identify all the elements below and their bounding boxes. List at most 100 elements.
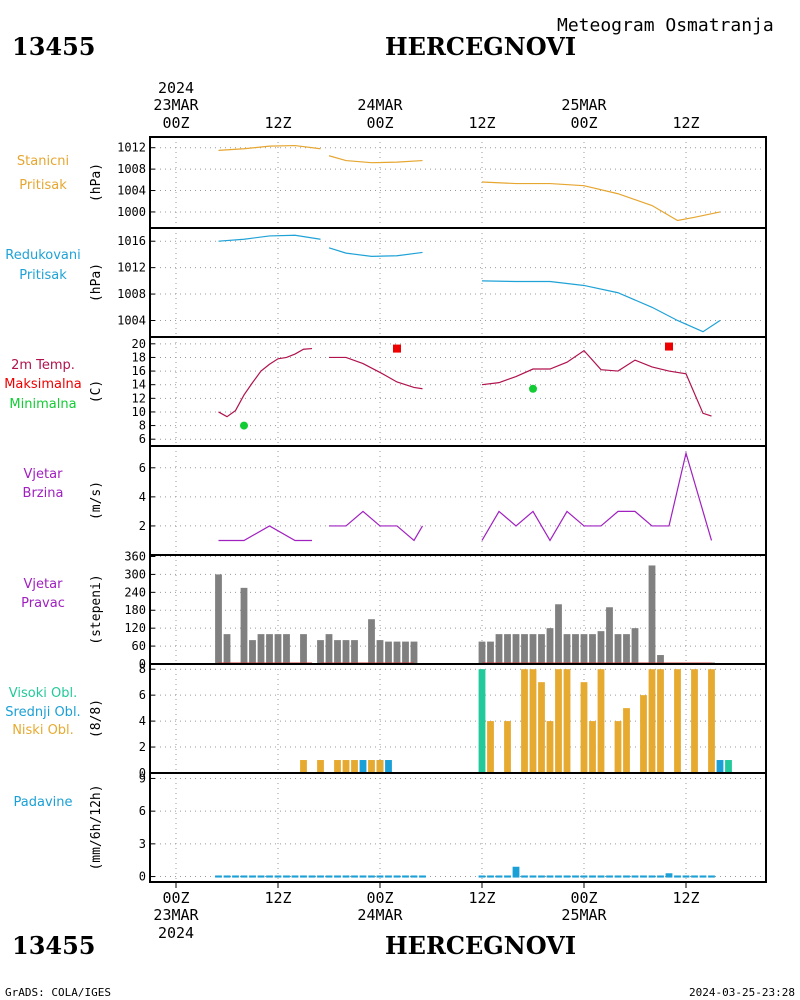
bar — [283, 634, 290, 664]
product-title: Meteogram Osmatranja — [557, 15, 774, 36]
panel-clouds: 0 2 4 6 8 (8/8) Visoki Obl. Srednji Obl. Niski O… — [5, 662, 767, 780]
plot-area — [150, 446, 766, 555]
xtick-label: 12Z — [672, 114, 699, 132]
bar — [529, 875, 537, 878]
bar — [385, 875, 392, 878]
ytick-label: 0 — [139, 766, 146, 780]
bar — [342, 640, 350, 664]
bar — [623, 708, 630, 773]
bar — [393, 641, 401, 664]
bar — [580, 682, 588, 773]
bar — [504, 634, 511, 664]
bar — [300, 634, 307, 664]
bar — [572, 875, 579, 878]
bar — [648, 565, 656, 664]
ytick-label: 0 — [139, 657, 146, 671]
ytick-label: 1004 — [117, 313, 146, 327]
bar — [317, 760, 324, 773]
bar — [665, 873, 673, 878]
bar — [691, 669, 698, 773]
year-label: 2024 — [158, 924, 194, 942]
bar — [555, 669, 562, 773]
xtick-label: 12Z — [672, 889, 699, 907]
date-label: 23MAR — [153, 906, 199, 924]
bar — [368, 619, 375, 664]
xtick-label: 00Z — [162, 889, 189, 907]
ytick-label: 1008 — [117, 162, 146, 176]
y-axis-label: (m/s) — [89, 481, 104, 520]
bar — [257, 875, 265, 878]
bar — [614, 721, 622, 773]
bar — [555, 875, 562, 878]
bar — [580, 875, 588, 878]
y-axis-label: (hPa) — [89, 163, 104, 202]
bar — [674, 875, 681, 878]
bar — [240, 587, 248, 664]
bar — [563, 875, 571, 878]
ytick-label: 1016 — [117, 234, 146, 248]
xtick-label: 00Z — [366, 114, 393, 132]
panel-p_station: 1000 1004 1008 1012 (hPa) Stanicni Pritisak — [17, 136, 767, 229]
xtick-label: 00Z — [570, 889, 597, 907]
ytick-label: 20 — [132, 337, 146, 351]
bar — [495, 634, 503, 664]
bar — [589, 634, 596, 664]
panel-frame — [149, 772, 767, 883]
panel-label: 2m Temp. — [11, 358, 75, 373]
bar — [274, 875, 282, 878]
bar — [351, 760, 358, 773]
ytick-label: 1008 — [117, 287, 146, 301]
series-line — [329, 356, 423, 390]
ytick-label: 180 — [124, 603, 146, 617]
bar — [487, 641, 494, 664]
series-line — [481, 450, 713, 542]
panel-label: Pritisak — [19, 268, 67, 283]
date-label: 25MAR — [561, 906, 607, 924]
bar — [334, 760, 341, 773]
bar — [623, 634, 630, 664]
bar — [512, 866, 520, 878]
tmax-marker — [393, 344, 401, 353]
bar — [325, 634, 333, 664]
bar — [487, 875, 494, 878]
bar — [572, 634, 579, 664]
panel-label: Pritisak — [19, 178, 67, 193]
panel-p_reduced: 1004 1008 1012 1016 (hPa) Redukovani Pritisak — [5, 227, 767, 338]
xtick-label: 00Z — [366, 889, 393, 907]
bar — [597, 631, 605, 664]
plot-area — [150, 228, 766, 337]
xtick-label: 00Z — [162, 114, 189, 132]
bar — [359, 760, 367, 773]
bar — [300, 760, 307, 773]
bar — [249, 640, 256, 664]
bar — [376, 875, 384, 878]
panel-label: Niski Obl. — [12, 723, 74, 738]
series-line — [481, 280, 721, 333]
ytick-label: 18 — [132, 350, 146, 364]
bar — [538, 875, 545, 878]
panel-label: Padavine — [14, 795, 73, 810]
bar — [410, 875, 418, 878]
bar — [699, 875, 707, 878]
bar — [334, 640, 341, 664]
bar — [521, 669, 528, 773]
panel-wind_dir: 0 60 120 180 240 300 360 (stepeni) Vjetar Pravac — [21, 549, 767, 671]
bar — [266, 634, 273, 664]
bar — [623, 875, 630, 878]
bar — [657, 669, 664, 773]
bar — [555, 604, 562, 664]
ytick-label: 14 — [132, 378, 146, 392]
bar — [708, 875, 715, 878]
panel-label: Maksimalna — [4, 377, 82, 392]
series-line — [218, 144, 321, 151]
ytick-label: 1012 — [117, 141, 146, 155]
ytick-label: 6 — [139, 461, 146, 475]
series-line — [329, 510, 424, 542]
bar — [334, 875, 341, 878]
bar — [274, 634, 282, 664]
bar — [674, 669, 681, 773]
bar — [351, 640, 358, 664]
panel-label: Brzina — [23, 486, 64, 501]
